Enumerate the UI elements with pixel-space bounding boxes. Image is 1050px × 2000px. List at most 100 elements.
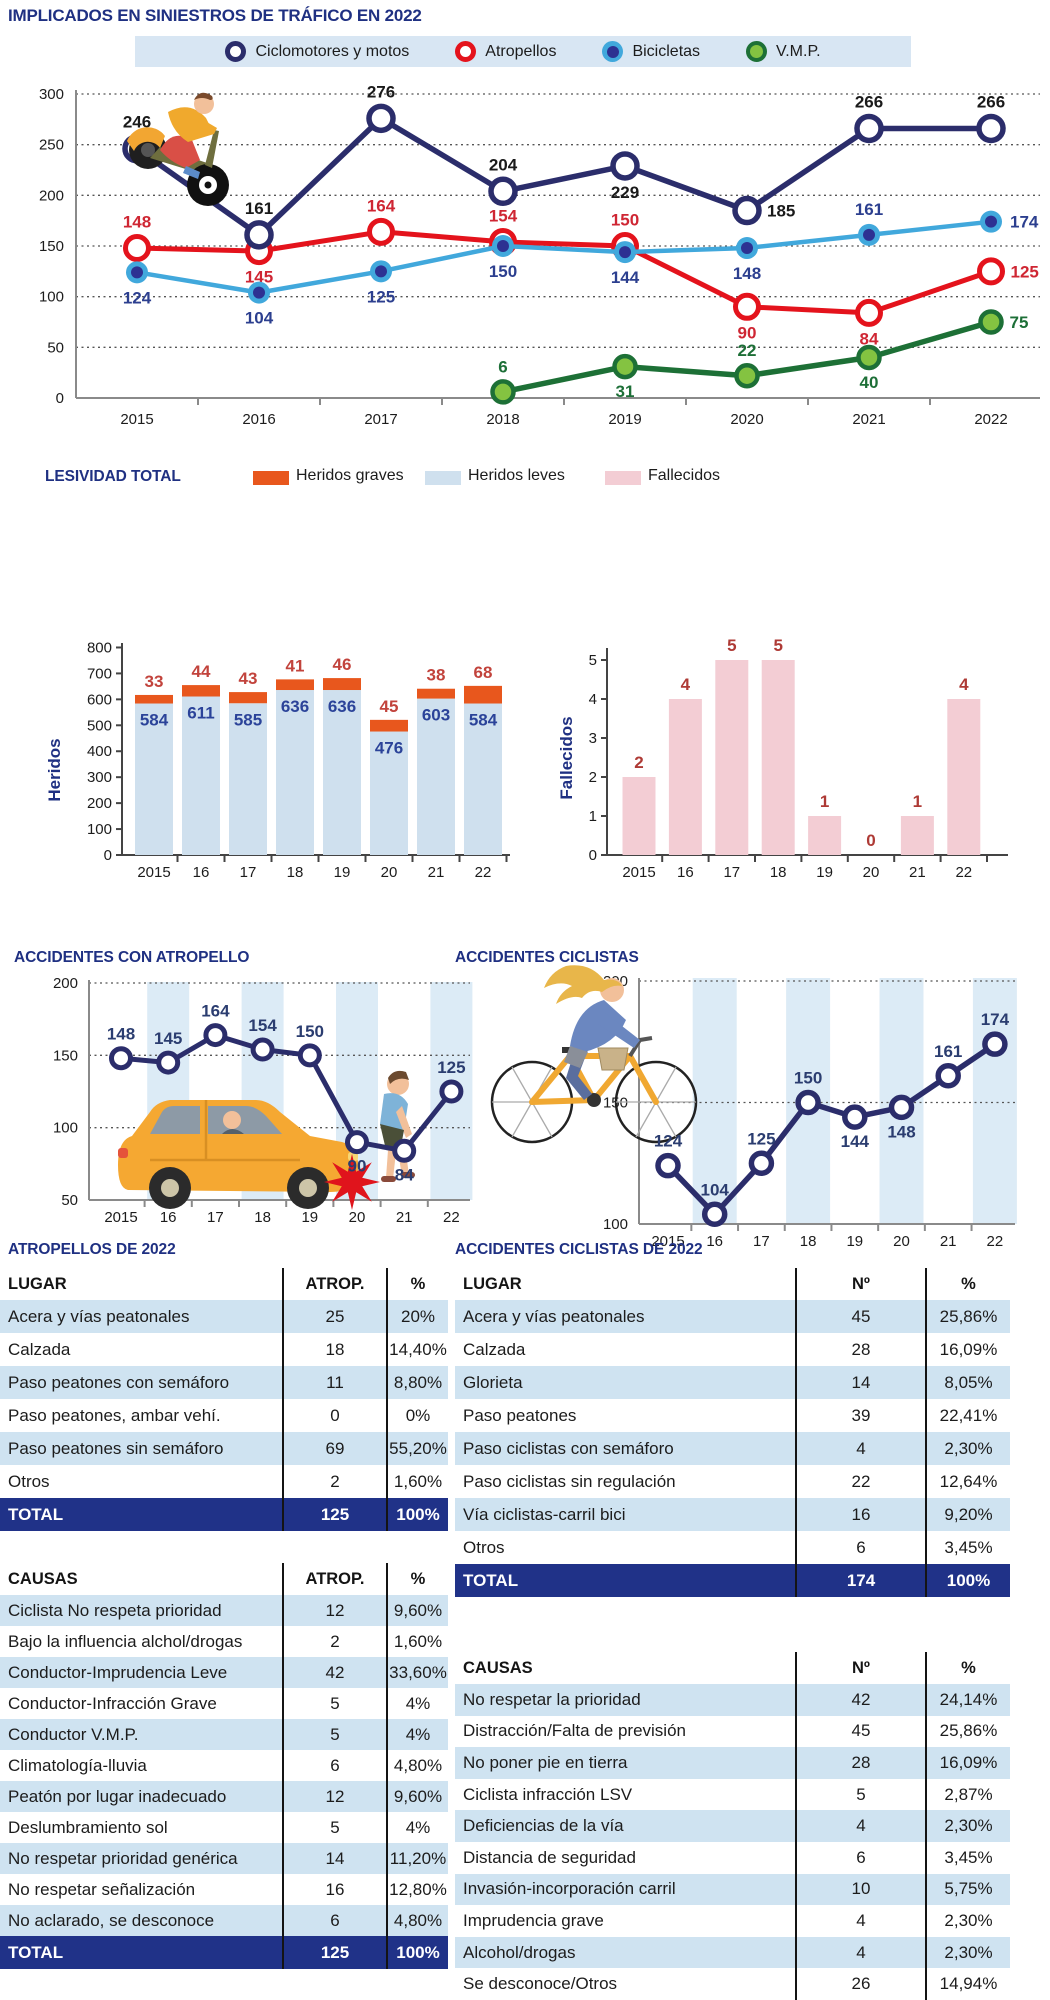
chart-text: 2019 [608,411,641,428]
cell-pct: 9,60% [386,1595,448,1626]
table-row: Se desconoce/Otros 26 14,94% [455,1968,1010,2000]
chart-text: 16 [706,1233,723,1250]
chart-text: 154 [248,1016,277,1035]
chart-text: 2021 [852,411,885,428]
table-row: Paso peatones 39 22,41% [455,1399,1010,1432]
cell-label: Conductor V.M.P. [8,1724,139,1744]
cell-pct: 16,09% [925,1747,1010,1779]
heridos-leves-bar [464,703,502,855]
cell-pct: 100% [925,1564,1010,1597]
heridos-graves-bar [229,692,267,704]
chart-text: 21 [428,864,445,881]
data-point-marker [156,1050,181,1075]
atropellos-marker-icon [455,41,477,62]
data-point-marker [345,1130,369,1155]
chart-text: 584 [140,711,169,730]
chart-text: 0 [56,390,64,407]
cell-label: Invasión-incorporación carril [463,1879,676,1899]
cell-label: Paso peatones [463,1405,577,1425]
table-row: Conductor V.M.P. 5 4% [0,1719,448,1750]
table-header-row: CAUSAS Nº% [455,1652,1010,1684]
cell-pct: 4% [386,1719,448,1750]
scooter-illustration [127,92,229,206]
cell-pct: 24,14% [925,1684,1010,1716]
chart-text: 300 [39,86,64,103]
data-point-marker [655,1152,681,1179]
cell-pct: 25,86% [925,1715,1010,1748]
chart-text: 150 [794,1069,822,1088]
table-row: Paso ciclistas sin regulación 22 12,64% [455,1465,1010,1498]
chart-text: 4 [959,675,969,694]
chart-text: 4 [589,691,597,708]
data-point-marker [701,1201,728,1228]
cell-pct: 2,30% [925,1905,1010,1937]
chart-text: 20 [381,864,398,881]
cell-pct: 20% [386,1300,448,1333]
cell-label: Conductor-Infracción Grave [8,1693,217,1713]
cell-label: No respetar prioridad genérica [8,1848,238,1868]
vmp-marker-icon [746,41,768,62]
chart-text: 1 [589,808,597,825]
cell-label: CAUSAS [8,1569,78,1588]
cell-label: Acera y vías peatonales [463,1306,645,1326]
chart-text: 19 [816,864,833,881]
table-row: Vía ciclistas-carril bici 16 9,20% [455,1498,1010,1531]
data-point-inner [619,246,631,259]
chart-text: 6 [498,357,507,376]
chart-text: 3 [589,730,597,747]
cell-label: Deficiencias de la vía [463,1816,624,1836]
cell-pct: % [925,1652,1010,1684]
cell-pct: % [386,1563,448,1595]
chart-text: 0 [866,831,875,850]
cell-pct: 4% [386,1688,448,1719]
chart-text: 2020 [730,411,763,428]
chart-text: 700 [87,665,112,682]
chart-text: 584 [469,711,498,730]
legend-label: Atropellos [485,42,557,60]
chart-text: Heridos [45,738,64,801]
data-point-marker [935,1063,961,1089]
cell-value: 25 [282,1300,386,1333]
legend-item-ciclomotores: Ciclomotores y motos [225,41,409,62]
cell-label: LUGAR [8,1274,67,1293]
cell-value: 42 [282,1657,386,1688]
cell-pct: 2,30% [925,1432,1010,1465]
table-header-row: LUGAR ATROP.% [0,1268,448,1300]
table-row: Alcohol/drogas 4 2,30% [455,1936,1010,1969]
cell-label: TOTAL [8,1504,64,1524]
cell-pct: 14,94% [925,1968,1010,2000]
cell-pct: 11,20% [386,1843,448,1874]
table-header-row: CAUSAS ATROP.% [0,1563,448,1595]
chart-text: 2015 [120,411,153,428]
chart-text: 150 [296,1022,324,1041]
ciclistas-causas-table: CAUSAS Nº% No respetar la prioridad 42 24,14… [455,1652,1010,2000]
data-point-marker [244,220,274,250]
fallecidos-bar [947,699,981,855]
cell-label: Calzada [463,1339,526,1359]
chart-text: 174 [1010,213,1039,232]
cell-label: Climatología-lluvia [8,1755,147,1775]
cell-pct: 2,30% [925,1936,1010,1969]
table-row: No respetar la prioridad 42 24,14% [455,1684,1010,1716]
data-point-inner [985,215,997,228]
heridos-leves-bar [229,703,267,855]
data-point-marker [367,217,395,246]
chart-text: 18 [770,864,787,881]
chart-text: 84 [395,1165,414,1184]
data-point-marker [392,1138,417,1163]
cell-label: CAUSAS [463,1658,533,1677]
data-point-inner [863,228,875,241]
chart-text: 125 [1011,262,1039,281]
chart-text: 44 [192,662,211,681]
chart-text: 90 [348,1157,367,1176]
chart-text: 5 [727,636,736,655]
table-row: Acera y vías peatonales 25 20% [0,1300,448,1333]
heridos-graves-bar [182,685,220,697]
chart-text: 50 [47,339,64,356]
chart-text: 145 [154,1029,182,1048]
legend-item-bicicletas: Bicicletas [602,41,700,62]
chart-text: 22 [443,1209,460,1226]
cell-value: 14 [795,1366,925,1399]
cell-pct: 0% [386,1399,448,1432]
